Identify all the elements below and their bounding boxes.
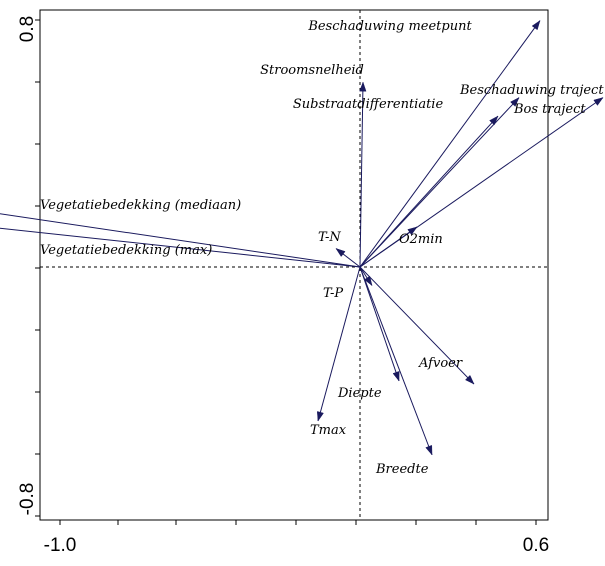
vector-label-3: Beschaduwing traject: [459, 83, 604, 98]
vector-arrowhead-1: [359, 81, 367, 92]
vector-arrowhead-10: [464, 374, 475, 385]
vector-line-1: [359, 82, 364, 268]
vector-line-12: [317, 266, 361, 422]
vector-label-4: Bos traject: [513, 102, 586, 117]
vector-arrowhead-13: [425, 444, 433, 456]
vector-line-13: [359, 266, 433, 456]
plot-frame: [39, 9, 549, 521]
vector-arrowhead-8: [407, 226, 418, 236]
vector-label-13: Breedte: [375, 462, 429, 477]
vector-line-6: [0, 227, 361, 268]
vector-label-9: T-P: [323, 286, 343, 301]
vector-label-7: T-N: [318, 230, 341, 245]
vector-arrowhead-9: [363, 275, 373, 287]
vector-line-11: [359, 266, 400, 382]
vector-arrowhead-12: [317, 411, 324, 422]
vector-arrowhead-7: [335, 248, 346, 257]
x-tick-label-min: -1.0: [44, 535, 77, 556]
y-tick-label-min: -0.8: [17, 483, 38, 516]
vector-label-0: Beschaduwing meetpunt: [307, 19, 472, 34]
vector-line-10: [359, 266, 475, 385]
axis-ticks: [35, 19, 537, 525]
vector-line-8: [359, 226, 418, 268]
vector-arrowhead-2: [489, 115, 499, 126]
vector-arrowhead-0: [531, 19, 541, 31]
vector-line-5: [0, 213, 361, 268]
vector-label-8: O2min: [399, 232, 443, 247]
vector-label-layer: Beschaduwing meetpunt Stroomsnelheid Subst…: [40, 19, 604, 477]
y-tick-label-max: 0.8: [17, 16, 38, 42]
vector-arrowhead-3: [510, 97, 520, 107]
vector-label-6: Vegetatiebedekking (max): [40, 243, 212, 258]
vector-label-5: Vegetatiebedekking (mediaan): [40, 198, 241, 213]
vector-arrowhead-4: [593, 97, 604, 106]
vector-label-12: Tmax: [310, 423, 347, 438]
vector-label-11: Diepte: [337, 386, 382, 401]
vector-line-0: [359, 20, 541, 268]
vector-line-3: [359, 97, 520, 268]
vector-arrowhead-11: [392, 371, 400, 382]
x-tick-label-max: 0.6: [523, 535, 549, 556]
vector-label-10: Afvoer: [418, 356, 463, 371]
vector-label-1: Stroomsnelheid: [260, 63, 364, 78]
vector-layer: [0, 19, 604, 456]
vector-label-2: Substraatdifferentiatie: [293, 97, 444, 112]
